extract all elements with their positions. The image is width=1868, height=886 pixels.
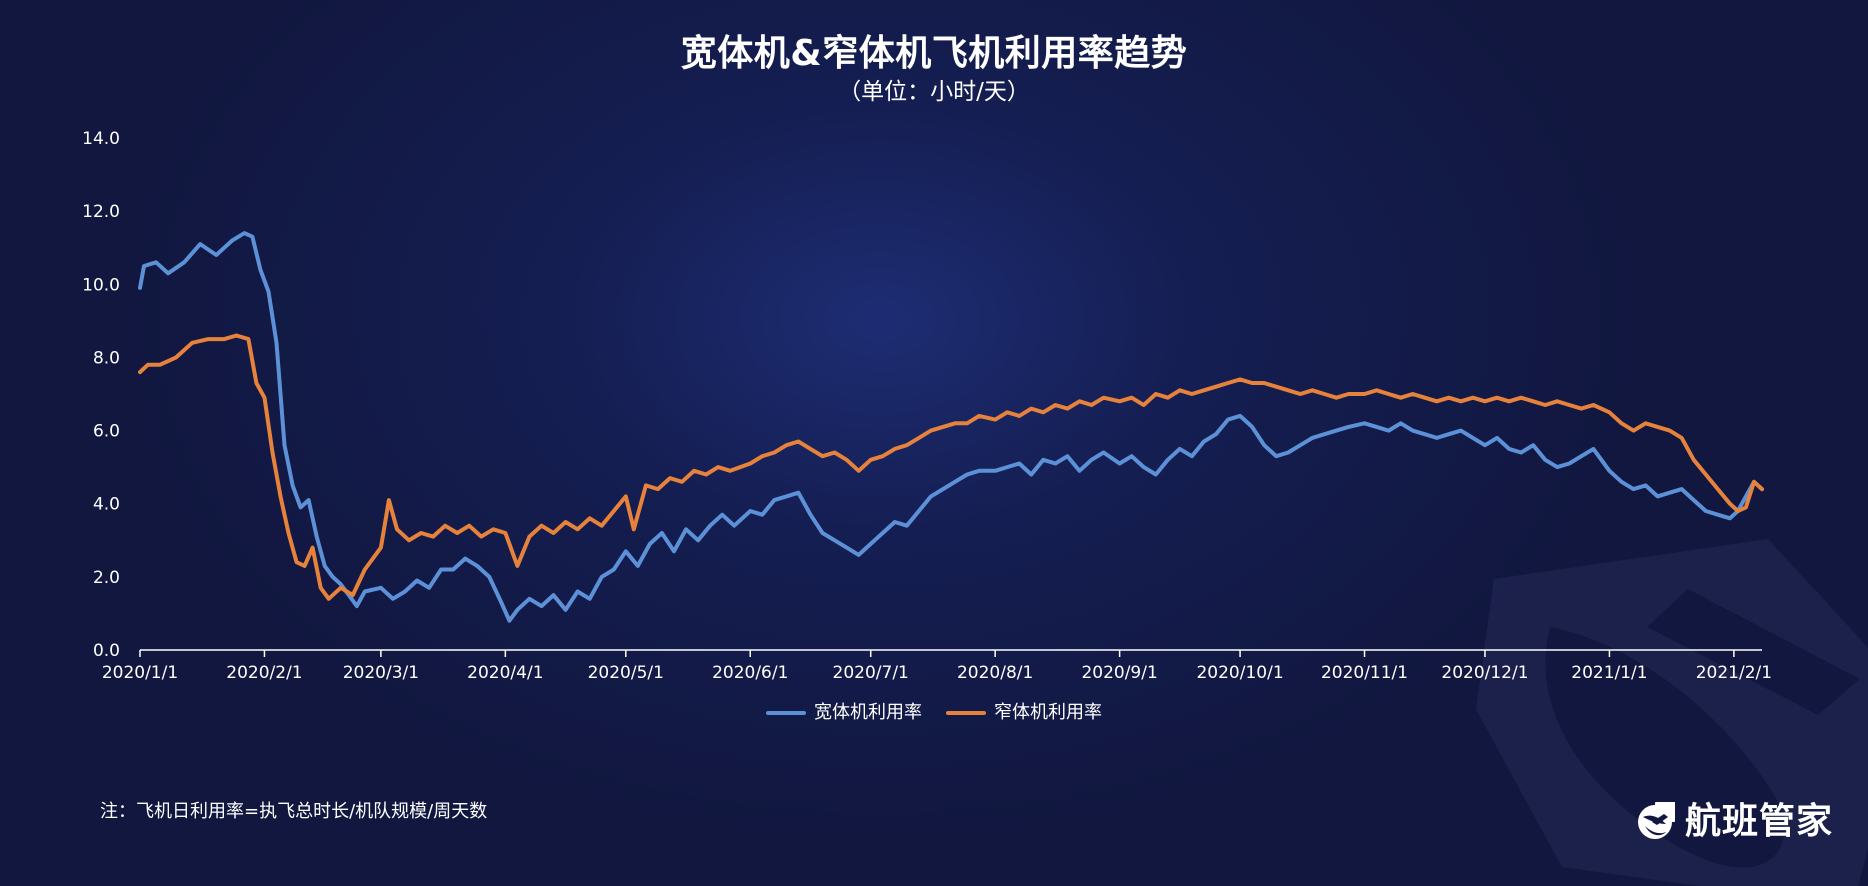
narrowbody-utilization-line (138, 333, 1764, 601)
brand-logo: 航班管家 (1635, 800, 1833, 844)
legend-item-narrowbody: 窄体机利用率 (946, 702, 1102, 724)
legend-narrowbody-label: 窄体机利用率 (994, 702, 1102, 723)
x-tick-label: 2020/8/1 (957, 663, 1033, 683)
legend-widebody-line (766, 711, 806, 715)
y-tick-label: 8.0 (93, 348, 120, 368)
x-tick-label: 2020/1/1 (102, 663, 178, 683)
x-tick-label: 2020/2/1 (226, 663, 302, 683)
x-tick-label: 2020/11/1 (1321, 663, 1408, 683)
y-tick-label: 10.0 (82, 275, 120, 295)
x-tick-label: 2020/4/1 (467, 663, 543, 683)
x-tick-label: 2020/9/1 (1081, 663, 1157, 683)
widebody-utilization-line (138, 231, 1764, 623)
brand-name: 航班管家 (1684, 801, 1833, 842)
chart-subtitle: （单位：小时/天） (838, 79, 1030, 105)
chart-title: 宽体机&窄体机飞机利用率趋势 (680, 33, 1188, 74)
y-tick-label: 4.0 (93, 495, 120, 515)
plane-swirl-icon (1637, 802, 1675, 839)
y-tick-label: 2.0 (93, 568, 120, 588)
x-tick-label: 2021/1/1 (1571, 663, 1647, 683)
x-tick-label: 2020/3/1 (343, 663, 419, 683)
y-tick-label: 0.0 (93, 641, 120, 661)
chart-legend: 宽体机利用率 窄体机利用率 (0, 702, 1868, 724)
x-tick-label: 2020/5/1 (588, 663, 664, 683)
legend-item-widebody: 宽体机利用率 (766, 702, 922, 724)
legend-narrowbody-line (946, 711, 986, 715)
x-tick-label: 2020/10/1 (1196, 663, 1283, 683)
x-tick-label: 2020/12/1 (1441, 663, 1528, 683)
x-tick-label: 2021/2/1 (1696, 663, 1772, 683)
y-tick-label: 6.0 (93, 422, 120, 442)
footnote: 注：飞机日利用率=执飞总时长/机队规模/周天数 (100, 801, 488, 822)
x-tick-label: 2020/7/1 (833, 663, 909, 683)
chart-header: 宽体机&窄体机飞机利用率趋势 （单位：小时/天） (0, 32, 1868, 106)
x-tick-label: 2020/6/1 (712, 663, 788, 683)
legend-widebody-label: 宽体机利用率 (814, 702, 922, 723)
y-tick-label: 14.0 (82, 129, 120, 149)
y-tick-label: 12.0 (82, 202, 120, 222)
